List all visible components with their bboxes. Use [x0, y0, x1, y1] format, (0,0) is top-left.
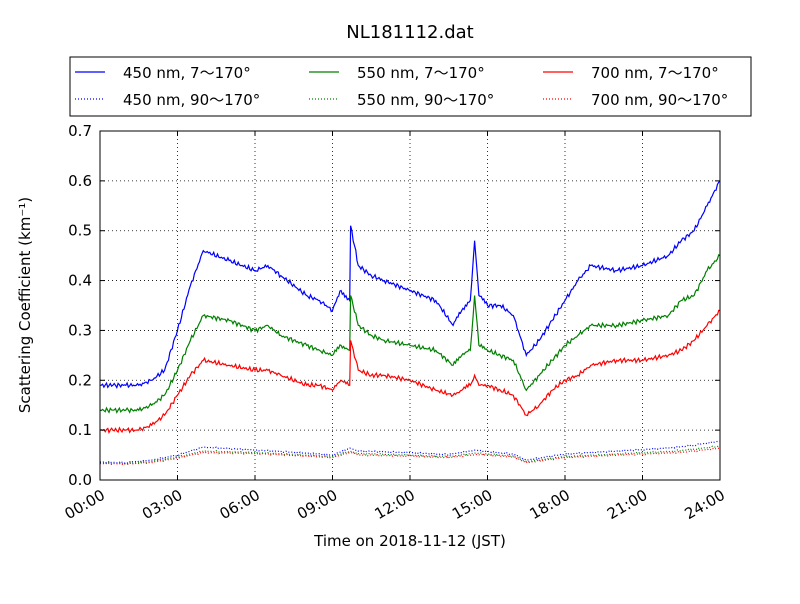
y-tick-label: 0.2 [68, 371, 92, 389]
legend-box [69, 56, 752, 117]
series-line-2 [99, 254, 721, 414]
y-tick-label: 0.6 [68, 172, 92, 190]
y-tick-label: 0.0 [68, 471, 92, 489]
y-tick-label: 0.4 [68, 272, 92, 290]
y-tick-label: 0.3 [68, 321, 92, 339]
legend-label: 700 nm, 7～170° [591, 64, 719, 82]
x-axis-label: Time on 2018-11-12 (JST) [313, 532, 506, 550]
legend-label: 550 nm, 90～170° [357, 91, 494, 109]
y-tick-label: 0.5 [68, 222, 92, 240]
legend-label: 700 nm, 90～170° [591, 91, 728, 109]
legend-label: 450 nm, 90～170° [123, 91, 260, 109]
series-line-3 [99, 445, 720, 465]
series-line-0 [99, 180, 721, 389]
series-layer [99, 180, 721, 466]
legend-label: 550 nm, 7～170° [357, 64, 485, 82]
legend-label: 450 nm, 7～170° [123, 64, 251, 82]
y-axis-label: Scattering Coefficient (km⁻¹) [16, 197, 34, 413]
y-tick-label: 0.7 [68, 122, 92, 140]
series-line-4 [99, 309, 721, 435]
series-line-5 [99, 447, 721, 466]
chart-title: NL181112.dat [346, 22, 473, 43]
legend: 450 nm, 7～170° 450 nm, 90～170° 550 nm, 7～1… [69, 56, 752, 117]
y-tick-label: 0.1 [68, 421, 92, 439]
